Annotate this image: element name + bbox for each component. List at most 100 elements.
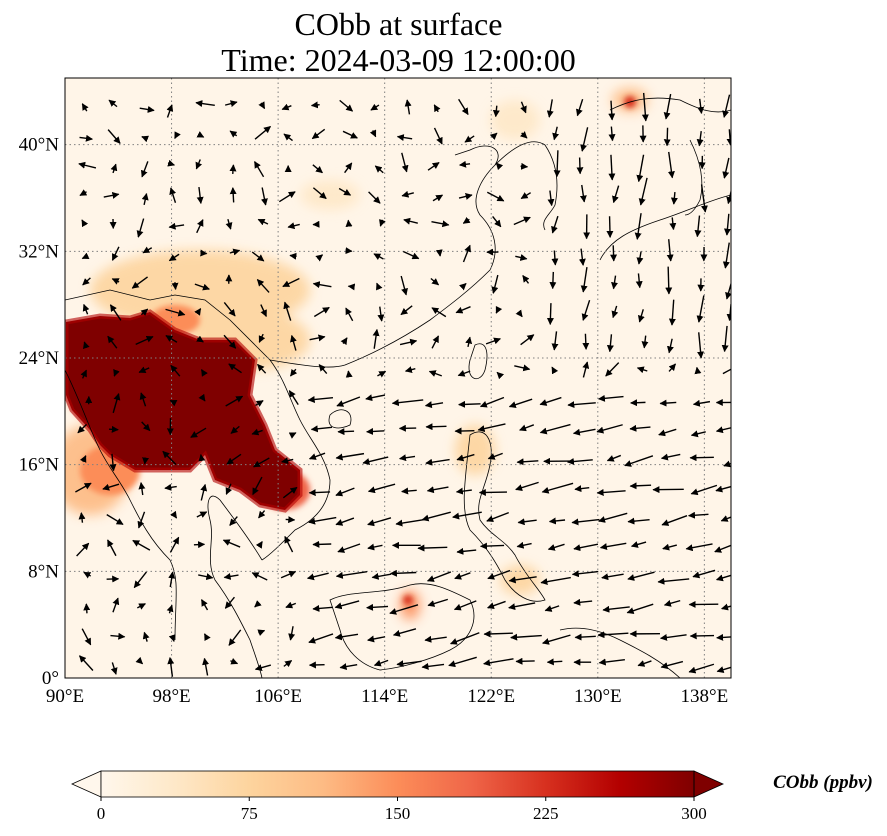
wind-arrow [402,250,420,260]
wind-arrow [195,100,215,108]
wind-arrow [284,535,294,553]
wind-arrow [395,518,427,527]
wind-arrow [641,92,649,122]
wind-arrow [425,423,447,431]
wind-arrow [251,251,265,262]
wind-arrow [454,572,471,580]
coastlines [65,97,731,678]
wind-arrow [335,452,365,461]
wind-arrow [662,543,677,551]
wind-arrow [596,488,626,496]
wind-arrow [520,334,535,346]
wind-arrow [367,543,383,551]
colorbar-tick-label: 300 [681,804,707,823]
wind-arrow [202,657,210,676]
wind-arrow [582,333,590,350]
wind-arrow [517,518,537,526]
wind-arrow [79,455,87,463]
wind-arrow [572,428,596,436]
wind-arrow [477,423,506,433]
wind-arrow [138,366,150,373]
wind-arrow [659,399,677,407]
wind-arrow [379,219,386,227]
wind-arrow [113,368,120,377]
wind-arrow [170,364,181,377]
wind-arrow [635,273,643,289]
wind-arrow [196,131,205,138]
wind-arrow [312,187,327,200]
wind-arrow [458,400,481,408]
lat-tick-label: 0° [42,668,59,689]
wind-arrow [253,457,270,468]
wind-arrow [427,161,440,171]
wind-arrow [421,662,445,670]
wind-arrow [167,159,175,167]
wind-arrow [142,457,150,465]
wind-arrow [166,604,174,614]
wind-arrow [602,605,630,613]
wind-arrow [575,98,584,117]
wind-arrow [722,94,731,118]
wind-arrow [369,129,377,138]
wind-arrow [574,633,596,641]
wind-arrow [637,309,645,323]
wind-arrow [82,341,90,350]
wind-arrow [716,666,731,673]
wind-arrow [222,539,241,548]
wind-arrow [689,632,715,640]
wind-arrow [573,598,593,606]
wind-arrow [335,570,368,579]
wind-arrow [136,218,145,238]
wind-arrow [345,307,354,322]
wind-arrow [110,632,126,640]
wind-arrow [225,395,244,407]
map-frame [64,77,732,679]
wind-arrow [229,164,237,174]
wind-arrow [670,191,678,205]
wind-arrow [464,135,475,143]
wind-arrow [347,283,356,291]
wind-arrow [574,485,590,493]
wind-arrow [308,489,331,497]
lon-tick-label: 106°E [254,686,302,707]
wind-arrow [541,482,574,494]
wind-arrow [396,660,422,668]
wind-arrow [455,306,471,314]
wind-arrow [367,483,396,494]
wind-arrow [367,635,386,643]
wind-arrow [102,483,120,491]
wind-arrow [723,213,731,236]
wind-arrow [478,488,507,496]
wind-arrow [365,394,386,402]
wind-arrow [430,277,440,286]
wind-arrow [424,635,447,643]
wind-arrow [281,103,292,111]
wind-arrow [549,271,557,290]
wind-arrow [546,99,554,118]
wind-arrow [377,306,385,322]
wind-arrow [567,401,596,409]
wind-arrow [486,511,509,523]
wind-arrow [456,547,477,555]
lat-tick-label: 8°N [28,561,59,582]
wind-arrow [190,427,207,438]
wind-arrow [576,157,584,175]
wind-arrow [404,366,416,373]
wind-arrow [142,246,153,254]
wind-arrow [170,510,178,519]
wind-arrow [668,363,677,372]
wind-arrow [392,628,417,637]
wind-arrow [169,536,180,553]
wind-arrow [399,454,416,462]
wind-arrow [433,104,441,113]
wind-arrow [458,193,473,200]
wind-arrow [110,163,118,174]
wind-arrow [510,633,542,641]
wind-arrow [479,396,505,408]
wind-arrow [283,133,293,142]
wind-arrow [515,657,535,665]
wind-arrow [76,542,90,557]
lon-tick-label: 122°E [467,686,515,707]
wind-arrow [428,370,443,377]
wind-arrow [107,335,118,349]
